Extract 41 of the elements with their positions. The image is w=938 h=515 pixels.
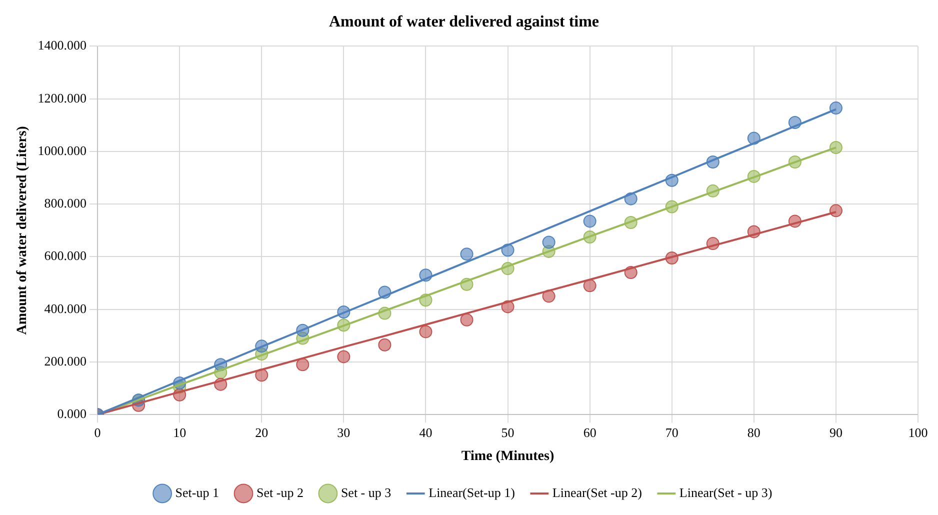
legend-label: Linear(Set - up 3) [679,484,772,500]
point [583,279,596,292]
point [829,141,842,154]
x-tick-label: 80 [747,424,760,440]
y-tick-label: 1200.000 [38,90,87,106]
chart-title: Amount of water delivered against time [328,14,600,31]
y-axis-title: Amount of water delivered (Liters) [15,126,30,335]
y-tick-label: 0.000 [57,406,87,422]
point [378,338,392,352]
legend-label: Set -up 2 [256,484,304,500]
x-axis-title: Time (Minutes) [461,449,554,464]
point [460,313,474,326]
x-tick-label: 40 [419,424,432,440]
x-tick-label: 0 [94,424,101,440]
y-tick-label: 1000.000 [38,142,87,158]
point [460,248,474,261]
y-tick-label: 400.000 [44,300,87,316]
x-tick-label: 30 [337,424,350,440]
x-tick-label: 20 [255,424,268,440]
point [583,214,596,228]
point [542,236,556,249]
legend-label: Linear(Set -up 2) [552,484,642,500]
y-tick-label: 1400.000 [38,38,87,53]
point [255,368,268,382]
x-tick-label: 10 [173,424,186,440]
x-tick-label: 50 [501,424,514,440]
x-tick-label: 60 [583,424,596,440]
x-tick-label: 70 [665,424,678,440]
y-tick-label: 800.000 [44,196,87,211]
y-tick-label: 600.000 [44,248,87,264]
point [337,350,350,364]
y-tick-label: 200.000 [44,353,87,368]
legend-label: Set - up 3 [340,484,392,500]
x-tick-label: 100 [908,424,928,440]
point [296,358,310,372]
legend-label: Set-up 1 [175,484,220,500]
point [419,325,432,338]
point [829,204,842,218]
x-tick-label: 90 [829,424,842,440]
legend-label: Linear(Set-up 1) [428,484,515,500]
point [829,102,842,115]
